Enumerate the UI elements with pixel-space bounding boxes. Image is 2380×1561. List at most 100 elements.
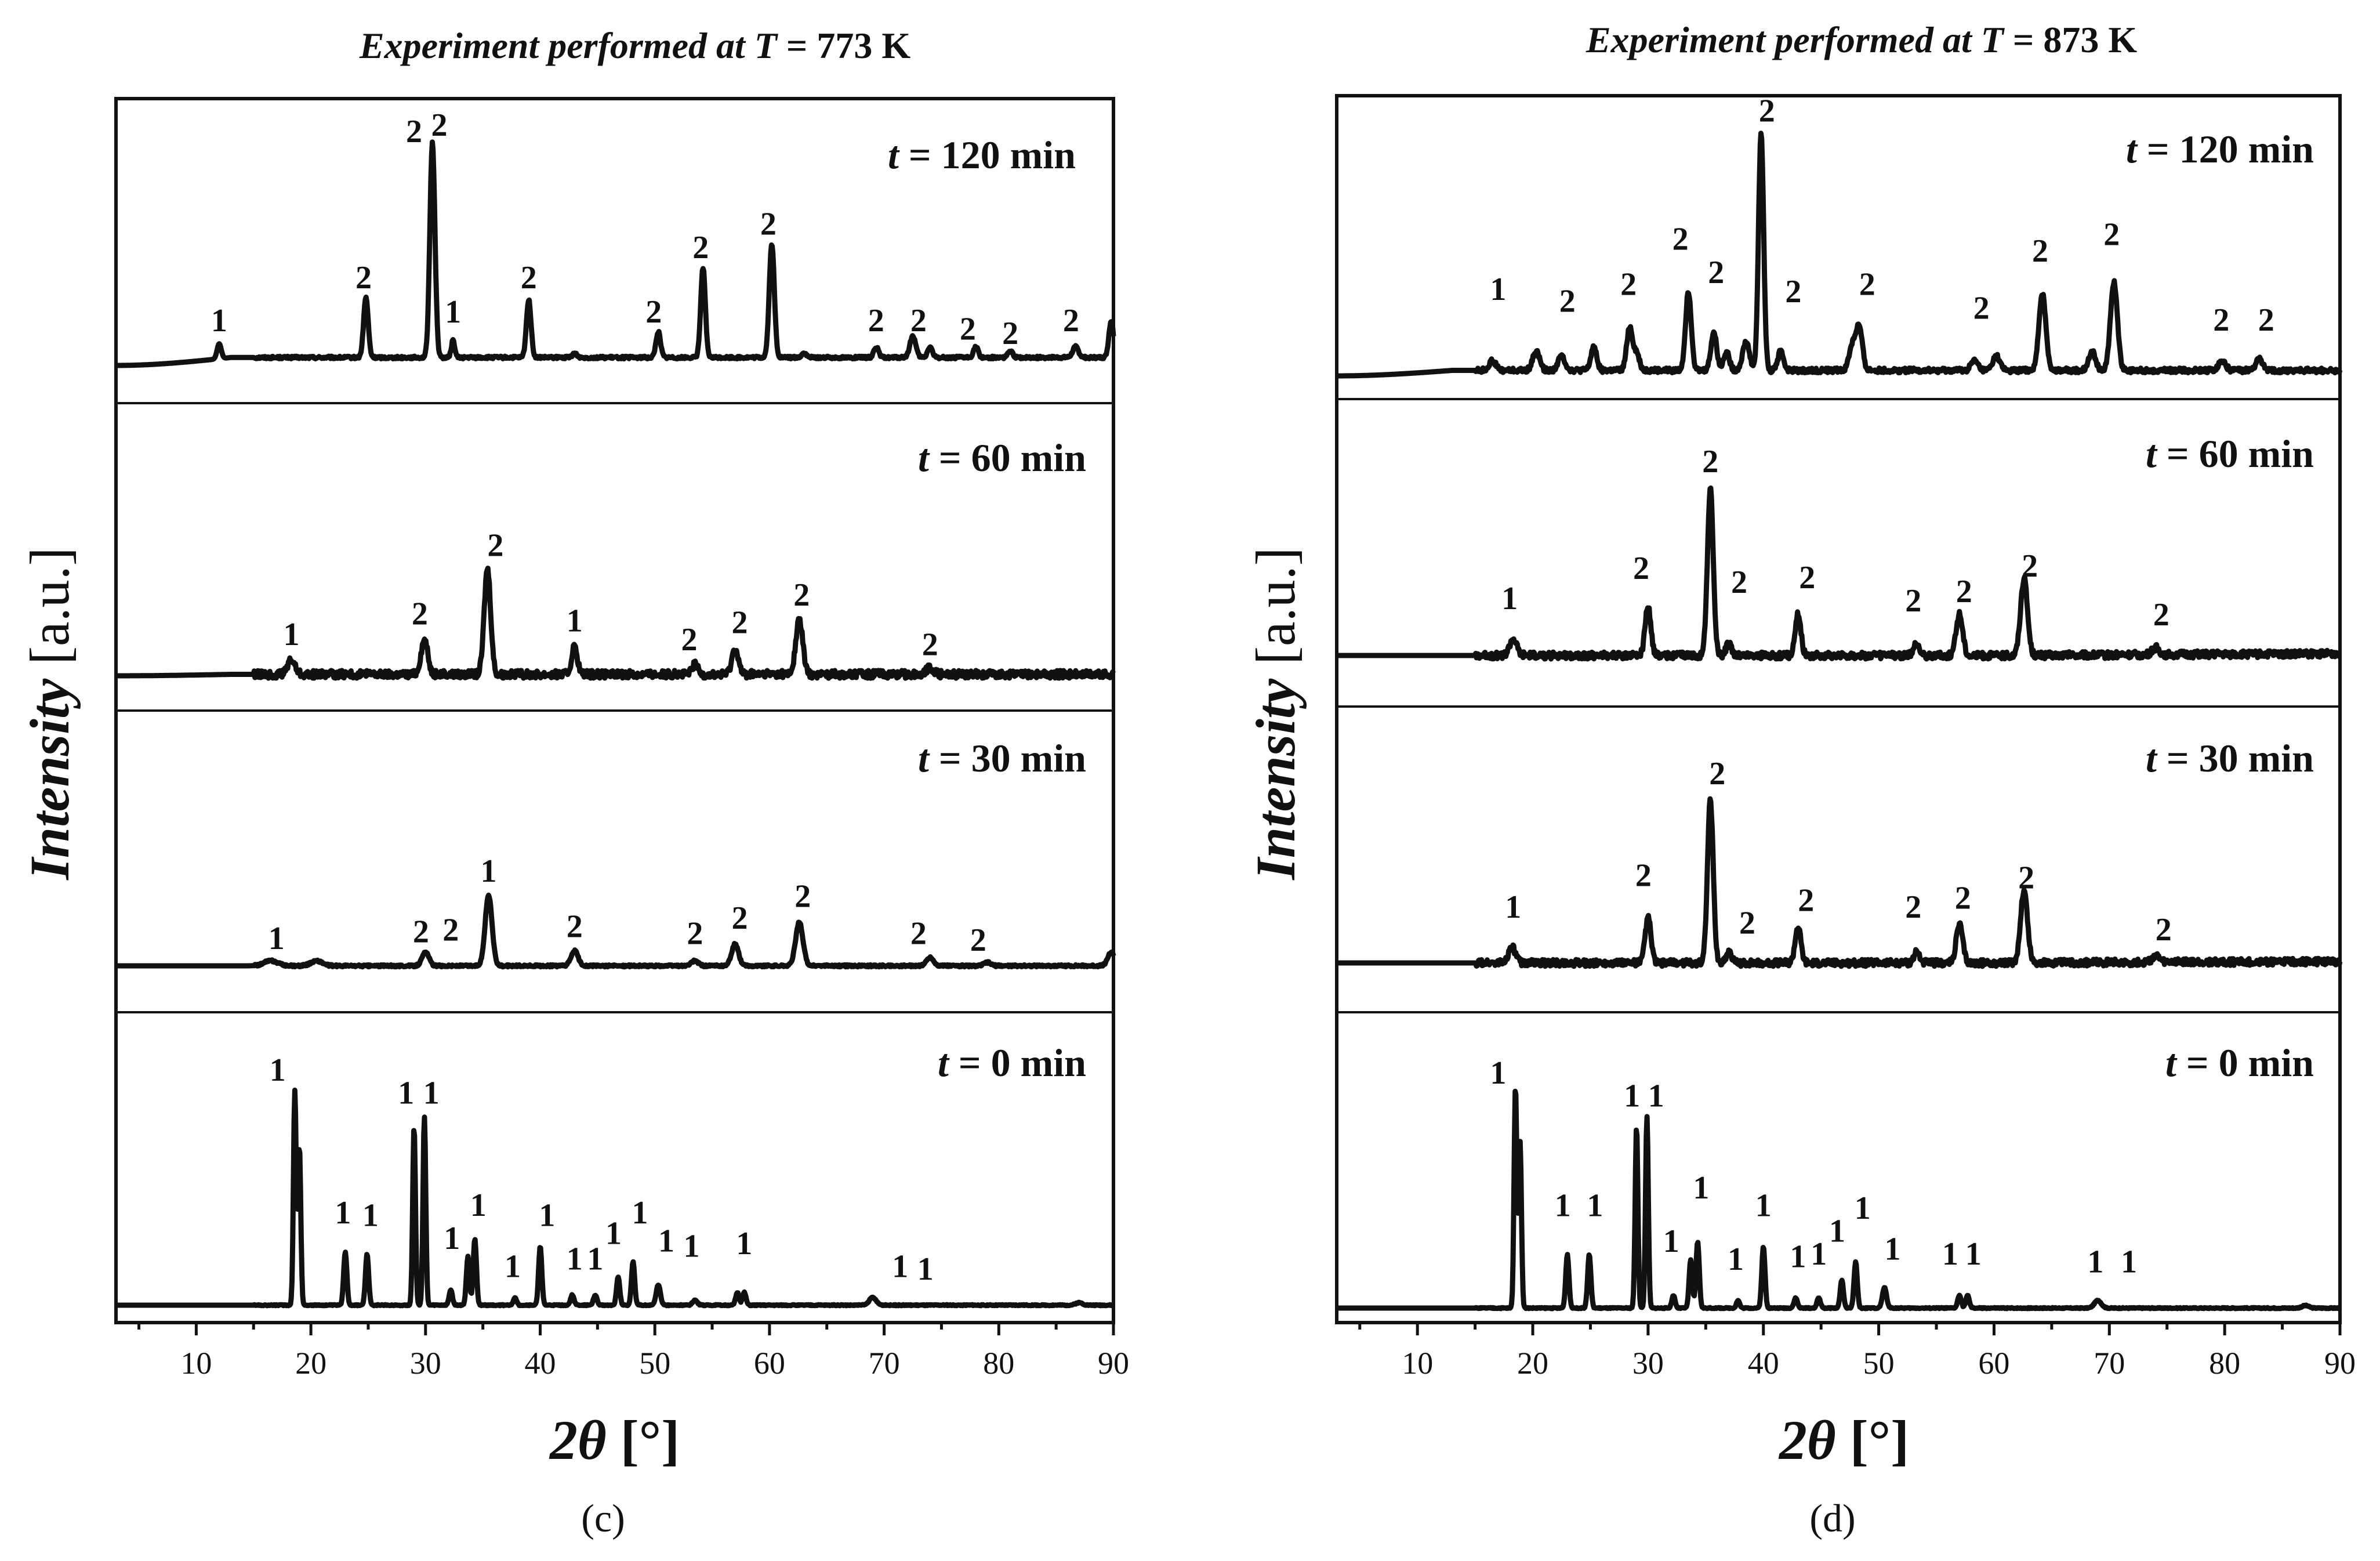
peak-phase-label: 1: [1624, 1078, 1640, 1114]
peak-phase-label: 2: [1002, 316, 1018, 352]
peak-phase-label: 2: [1798, 882, 1814, 918]
diffraction-curve: [1334, 131, 2343, 379]
peak-phase-label: 1: [632, 1195, 648, 1231]
peak-phase-label: 1: [2087, 1244, 2103, 1280]
peak-phase-label: 1: [269, 921, 285, 957]
panel-label: (d): [1809, 1496, 1855, 1540]
time-label: t = 30 min: [2146, 736, 2314, 780]
peak-phase-label: 2: [681, 622, 698, 658]
diffraction-curve: [1334, 796, 2343, 969]
peak-phase-label: 2: [910, 915, 927, 951]
x-tick-label: 40: [1748, 1346, 1779, 1381]
peak-phase-label: 1: [539, 1198, 555, 1234]
peak-phase-label: 2: [1702, 444, 1718, 480]
peak-phase-label: 2: [1955, 880, 1971, 916]
x-tick-label: 60: [1978, 1346, 2009, 1381]
peak-phase-label: 2: [1956, 574, 1972, 610]
peak-phase-label: 2: [406, 114, 422, 150]
peak-phase-label: 2: [645, 294, 662, 330]
peak-phase-label: 1: [481, 853, 497, 889]
peak-phase-label: 2: [1799, 560, 1815, 596]
peak-phase-label: 1: [1501, 581, 1518, 617]
peak-phase-label: 1: [1648, 1078, 1664, 1114]
peak-phase-label: 2: [794, 879, 811, 915]
x-axis-label: 2θ [°]: [1778, 1409, 1909, 1471]
peak-phase-label: 2: [1973, 291, 1990, 327]
peak-phase-label: 2: [521, 260, 537, 296]
time-label: t = 0 min: [2165, 1041, 2314, 1085]
diffraction-curve: [114, 892, 1116, 970]
peak-phase-label: 2: [2022, 548, 2038, 584]
peak-phase-label: 2: [2103, 217, 2120, 253]
peak-phase-label: 2: [413, 914, 429, 950]
peak-phase-label: 1: [1555, 1188, 1571, 1224]
x-tick-label: 10: [1402, 1346, 1433, 1381]
time-label: t = 0 min: [938, 1041, 1086, 1085]
y-axis-label: Intensity [a.u.]: [19, 547, 81, 880]
peak-phase-label: 2: [355, 260, 372, 296]
peak-phase-label: 1: [284, 617, 300, 653]
x-tick-label: 70: [2094, 1346, 2125, 1381]
diffraction-curve: [1334, 1088, 2342, 1312]
peak-phase-label: 1: [444, 1220, 460, 1256]
peak-phase-label: 2: [910, 303, 927, 339]
peak-phase-label: 1: [1663, 1223, 1679, 1259]
time-label: t = 120 min: [888, 133, 1076, 177]
peak-phase-label: 1: [892, 1249, 908, 1285]
diffraction-curve: [114, 566, 1116, 681]
peak-phase-label: 1: [445, 294, 461, 330]
peak-phase-label: 1: [335, 1195, 351, 1231]
peak-phase-label: 2: [1559, 283, 1576, 319]
plot-frame: [1335, 94, 2342, 1324]
x-tick-label: 80: [2209, 1346, 2240, 1381]
x-tick-label: 40: [525, 1346, 556, 1381]
x-axis-label: 2θ [°]: [549, 1409, 680, 1471]
peak-phase-label: 2: [2213, 302, 2229, 338]
time-label: t = 120 min: [2126, 127, 2314, 171]
peak-phase-label: 1: [1790, 1239, 1806, 1275]
time-label: t = 60 min: [2146, 432, 2314, 476]
peak-phase-label: 2: [2032, 233, 2048, 269]
peak-phase-label: 1: [1587, 1188, 1603, 1224]
peak-phase-label: 2: [687, 915, 703, 951]
chart-title: Experiment performed at T = 773 K: [359, 25, 910, 66]
peak-phase-label: 2: [1708, 255, 1724, 291]
x-tick-label: 50: [1863, 1346, 1895, 1381]
peak-phase-label: 2: [868, 303, 884, 339]
peak-phase-label: 1: [470, 1187, 487, 1223]
diffraction-curve: [114, 1087, 1116, 1309]
chart-873k: Experiment performed at T = 873 K t = 12…: [1245, 19, 2356, 1540]
peak-phase-label: 2: [442, 912, 459, 948]
x-tick-label: 10: [180, 1346, 212, 1381]
peak-phase-label: 2: [1785, 274, 1801, 310]
peak-phase-label: 2: [692, 230, 709, 266]
chart-773k: Experiment performed at T = 773 K t = 12…: [19, 25, 1129, 1540]
peak-phase-label: 2: [1063, 303, 1079, 339]
peak-phase-label: 1: [736, 1226, 752, 1262]
peak-phase-label: 2: [960, 312, 976, 347]
peak-phase-label: 2: [487, 528, 503, 564]
peak-phase-label: 1: [917, 1251, 934, 1287]
peak-phase-label: 1: [567, 1241, 583, 1277]
peak-phase-label: 1: [2121, 1244, 2137, 1280]
peak-phase-label: 2: [1731, 564, 1747, 600]
x-tick-label: 70: [869, 1346, 900, 1381]
x-tick-label: 90: [2324, 1346, 2356, 1381]
time-label: t = 30 min: [918, 736, 1086, 780]
x-tick-label: 20: [1517, 1346, 1548, 1381]
peak-phase-label: 2: [1633, 550, 1649, 586]
peak-phase-label: 2: [567, 909, 583, 945]
x-tick-label: 50: [639, 1346, 670, 1381]
peak-phase-label: 2: [760, 206, 777, 242]
peak-phase-label: 2: [2018, 860, 2034, 896]
peak-phase-label: 1: [1942, 1236, 1958, 1272]
peak-phase-label: 2: [1905, 583, 1921, 619]
